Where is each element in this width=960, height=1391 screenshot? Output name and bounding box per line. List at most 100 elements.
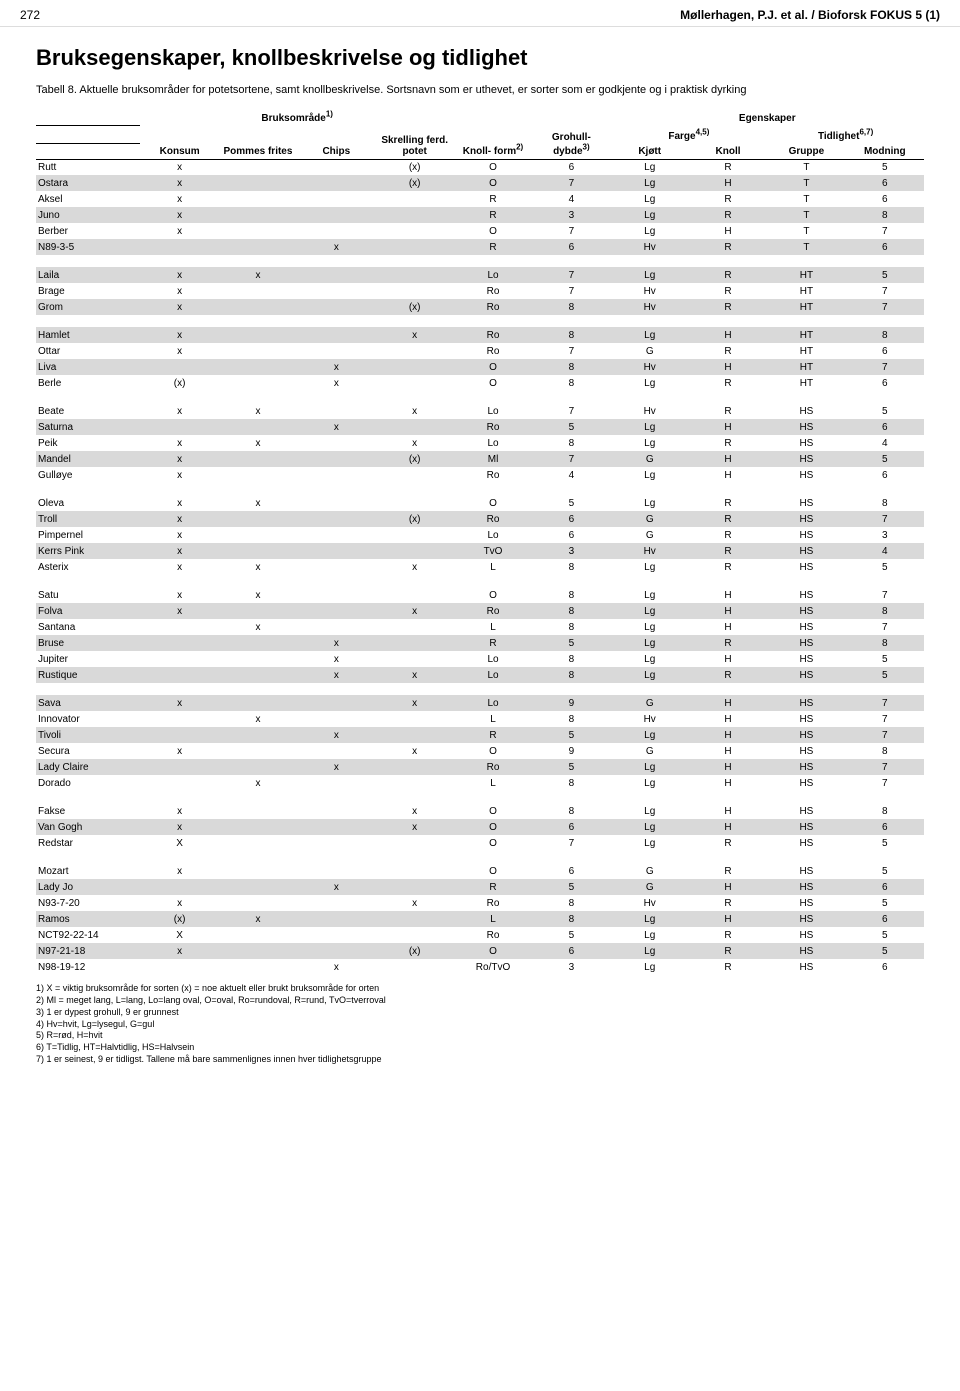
table-cell: H — [689, 175, 767, 191]
table-cell: Lg — [611, 435, 689, 451]
table-cell: G — [611, 511, 689, 527]
table-cell: x — [376, 895, 454, 911]
table-cell — [297, 619, 375, 635]
col-tidlighet: Tidlighet6,7) — [818, 131, 873, 142]
table-cell — [376, 283, 454, 299]
table-cell — [219, 835, 297, 851]
table-row: NCT92-22-14XRo5LgRHS5 — [36, 927, 924, 943]
table-cell — [297, 511, 375, 527]
table-cell: Lg — [611, 959, 689, 975]
table-cell: Satu — [36, 587, 140, 603]
spacer-row — [36, 255, 924, 267]
table-cell: O — [454, 495, 532, 511]
table-cell: R — [689, 511, 767, 527]
table-row: Kerrs PinkxTvO3HvRHS4 — [36, 543, 924, 559]
table-cell — [297, 559, 375, 575]
table-row: TivolixR5LgHHS7 — [36, 727, 924, 743]
table-cell — [297, 603, 375, 619]
table-cell — [297, 695, 375, 711]
spacer-row — [36, 315, 924, 327]
table-cell: Hv — [611, 403, 689, 419]
table-cell: 7 — [846, 775, 924, 791]
table-cell: L — [454, 559, 532, 575]
table-cell: TvO — [454, 543, 532, 559]
table-cell — [376, 223, 454, 239]
col-konsum: Konsum — [140, 126, 218, 160]
table-cell: 6 — [846, 343, 924, 359]
table-cell: Ro — [454, 343, 532, 359]
table-cell — [219, 695, 297, 711]
table-cell: H — [689, 695, 767, 711]
table-cell — [376, 543, 454, 559]
table-cell — [219, 727, 297, 743]
table-row: PeikxxxLo8LgRHS4 — [36, 435, 924, 451]
table-cell: Ramos — [36, 911, 140, 927]
table-cell: O — [454, 375, 532, 391]
table-cell: Lg — [611, 327, 689, 343]
table-cell: x — [297, 239, 375, 255]
table-row: Van GoghxxO6LgHHS6 — [36, 819, 924, 835]
table-cell: x — [140, 403, 218, 419]
table-body: Ruttx(x)O6LgRT5Ostarax(x)O7LgHT6AkselxR4… — [36, 159, 924, 975]
table-cell: T — [767, 191, 845, 207]
table-cell: R — [689, 895, 767, 911]
table-cell — [140, 711, 218, 727]
table-cell: H — [689, 223, 767, 239]
table-cell: 9 — [532, 695, 610, 711]
table-cell: 8 — [532, 359, 610, 375]
table-cell: G — [611, 695, 689, 711]
table-cell: HS — [767, 435, 845, 451]
table-cell: x — [376, 667, 454, 683]
table-cell: 7 — [846, 759, 924, 775]
table-cell: x — [219, 775, 297, 791]
table-cell: 8 — [532, 895, 610, 911]
table-cell: (x) — [376, 943, 454, 959]
table-cell: Gulløye — [36, 467, 140, 483]
table-cell: H — [689, 619, 767, 635]
table-cell — [376, 375, 454, 391]
table-cell: x — [297, 359, 375, 375]
table-cell: 8 — [532, 651, 610, 667]
table-cell: Secura — [36, 743, 140, 759]
table-cell: Lg — [611, 587, 689, 603]
table-cell: Hv — [611, 283, 689, 299]
table-cell: R — [689, 543, 767, 559]
table-cell: HS — [767, 863, 845, 879]
table-cell: 6 — [532, 527, 610, 543]
table-cell: T — [767, 175, 845, 191]
table-row: JunoxR3LgRT8 — [36, 207, 924, 223]
table-cell: (x) — [376, 299, 454, 315]
table-cell: NCT92-22-14 — [36, 927, 140, 943]
table-cell: 7 — [532, 267, 610, 283]
table-cell: Lg — [611, 603, 689, 619]
table-cell — [376, 911, 454, 927]
table-cell: Folva — [36, 603, 140, 619]
table-cell — [376, 879, 454, 895]
table-cell: x — [297, 651, 375, 667]
table-cell — [219, 635, 297, 651]
table-cell: O — [454, 803, 532, 819]
table-cell: Berber — [36, 223, 140, 239]
table-cell — [376, 651, 454, 667]
table-cell: R — [454, 727, 532, 743]
table-cell: 5 — [846, 927, 924, 943]
table-cell: R — [689, 207, 767, 223]
table-cell — [140, 959, 218, 975]
page-number: 272 — [20, 8, 40, 22]
table-cell: x — [297, 727, 375, 743]
table-cell: x — [219, 587, 297, 603]
table-cell — [219, 327, 297, 343]
table-cell: Sava — [36, 695, 140, 711]
table-cell: L — [454, 775, 532, 791]
table-cell: H — [689, 327, 767, 343]
table-cell: R — [689, 299, 767, 315]
table-cell: Troll — [36, 511, 140, 527]
table-cell — [219, 759, 297, 775]
table-cell — [297, 175, 375, 191]
table-cell: 7 — [846, 283, 924, 299]
table-cell: Bruse — [36, 635, 140, 651]
table-row: SantanaxL8LgHHS7 — [36, 619, 924, 635]
footnotes: 1) X = viktig bruksområde for sorten (x)… — [36, 983, 924, 1065]
table-cell — [376, 711, 454, 727]
table-cell: 6 — [532, 239, 610, 255]
